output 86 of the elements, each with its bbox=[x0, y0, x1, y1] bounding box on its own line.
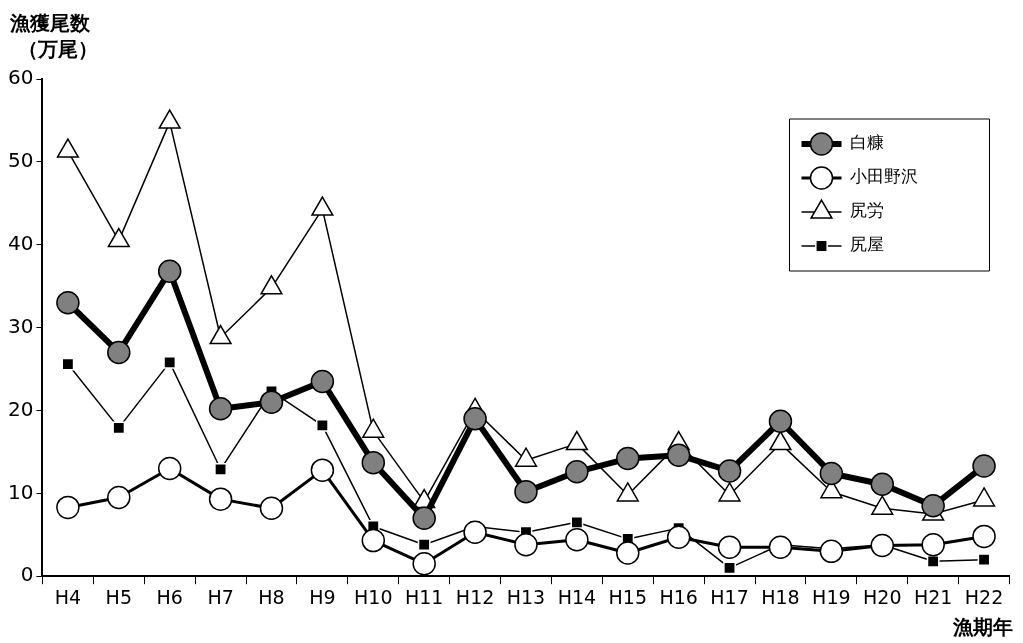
point bbox=[666, 443, 691, 467]
x-tick-label: H17 bbox=[710, 585, 749, 608]
x-tick-label: H8 bbox=[258, 585, 285, 608]
point bbox=[157, 456, 182, 481]
point bbox=[565, 527, 589, 552]
y-tick-label: 40 bbox=[8, 230, 34, 255]
point bbox=[112, 421, 126, 435]
point bbox=[315, 418, 329, 432]
point bbox=[926, 554, 940, 568]
legend-label: 白糠 bbox=[849, 132, 884, 153]
point bbox=[514, 479, 538, 504]
x-tick-label: H9 bbox=[309, 585, 336, 608]
legend-label: 小田野沢 bbox=[849, 166, 918, 187]
point bbox=[158, 109, 181, 129]
point bbox=[107, 227, 130, 248]
point bbox=[361, 528, 386, 553]
point bbox=[463, 520, 487, 545]
x-axis-title: 漁期年 bbox=[952, 615, 1013, 639]
point bbox=[921, 532, 945, 557]
point bbox=[717, 459, 742, 483]
x-tick-label: H13 bbox=[506, 585, 546, 608]
point bbox=[310, 458, 335, 482]
point bbox=[972, 454, 996, 478]
point bbox=[717, 535, 742, 559]
point bbox=[56, 495, 80, 520]
x-tick-label: H22 bbox=[964, 585, 1004, 608]
point bbox=[570, 515, 584, 529]
point bbox=[972, 524, 996, 549]
legend-label: 尻労 bbox=[849, 200, 884, 221]
x-tick-label: H19 bbox=[812, 585, 851, 608]
y-tick-label: 30 bbox=[8, 313, 34, 338]
point bbox=[616, 541, 640, 565]
y-axis-title: 漁獲尾数（万尾） bbox=[9, 11, 98, 61]
x-tick-label: H5 bbox=[105, 585, 132, 608]
point bbox=[61, 357, 75, 371]
x-tick-label: H16 bbox=[659, 585, 698, 608]
x-tick-label: H14 bbox=[557, 585, 597, 608]
x-tick-label: H15 bbox=[608, 585, 647, 608]
point bbox=[107, 485, 131, 510]
point bbox=[768, 409, 793, 433]
x-tick-label: H21 bbox=[913, 585, 953, 608]
point bbox=[412, 552, 436, 576]
point bbox=[463, 407, 487, 431]
point bbox=[361, 450, 386, 475]
point bbox=[666, 525, 691, 549]
point bbox=[819, 461, 844, 486]
point bbox=[514, 532, 538, 557]
point bbox=[723, 561, 736, 575]
point bbox=[56, 138, 80, 158]
point bbox=[157, 259, 182, 283]
point bbox=[310, 369, 335, 394]
point bbox=[260, 275, 283, 295]
y-tick-label: 20 bbox=[8, 396, 34, 421]
point bbox=[311, 196, 334, 216]
y-tick-label: 10 bbox=[8, 479, 34, 504]
point bbox=[870, 472, 895, 496]
x-tick-label: H11 bbox=[404, 585, 444, 608]
point bbox=[214, 462, 227, 476]
point bbox=[412, 506, 436, 530]
y-tick-label: 50 bbox=[8, 148, 34, 173]
point bbox=[259, 390, 284, 414]
y-tick-label: 60 bbox=[8, 65, 34, 90]
point bbox=[768, 535, 793, 559]
point bbox=[163, 356, 177, 369]
point bbox=[977, 553, 991, 567]
x-tick-label: H6 bbox=[156, 585, 183, 608]
x-tick-label: H20 bbox=[863, 585, 902, 608]
x-tick-label: H10 bbox=[354, 585, 393, 608]
point bbox=[819, 539, 844, 564]
point bbox=[259, 496, 284, 520]
x-tick-label: H4 bbox=[54, 585, 82, 608]
point bbox=[208, 397, 233, 421]
point bbox=[56, 290, 80, 315]
point bbox=[870, 533, 895, 558]
point bbox=[417, 538, 431, 552]
point bbox=[208, 487, 233, 511]
y-tick-label: 0 bbox=[20, 562, 34, 587]
point bbox=[107, 340, 131, 365]
point bbox=[921, 494, 945, 518]
legend-label: 尻屋 bbox=[849, 234, 884, 255]
x-tick-label: H12 bbox=[455, 585, 495, 608]
point bbox=[616, 446, 640, 471]
point bbox=[209, 324, 232, 345]
x-tick-label: H18 bbox=[761, 585, 800, 608]
x-tick-label: H7 bbox=[207, 585, 234, 608]
point bbox=[565, 460, 589, 484]
